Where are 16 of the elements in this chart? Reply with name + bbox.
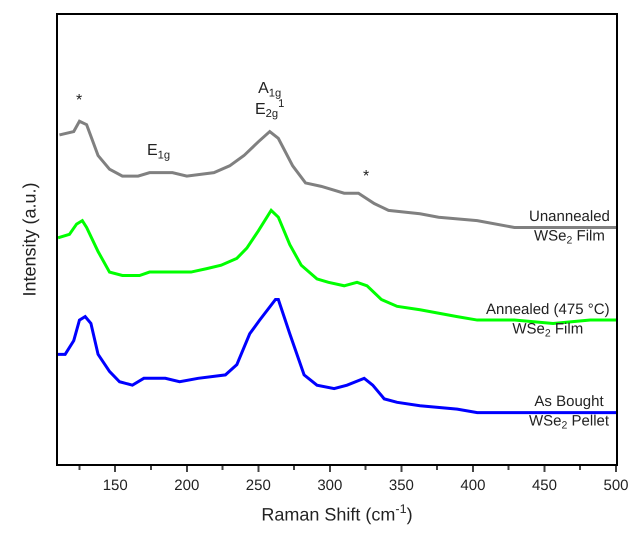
x-tick-label: 400 <box>460 477 486 494</box>
x-axis-title: Raman Shift (cm$^{-1}$) <box>261 502 413 525</box>
x-tick-label: 150 <box>102 477 128 494</box>
x-tick-label: 350 <box>388 477 414 494</box>
x-tick-label: 250 <box>246 477 271 494</box>
annotation: * <box>363 168 370 185</box>
annotation: E$_{1g}$ <box>147 142 170 162</box>
y-axis-title: Intensity (a.u.) <box>20 182 40 297</box>
x-tick-label: 300 <box>317 477 342 494</box>
x-tick-label: 450 <box>532 477 557 494</box>
annotation: * <box>76 92 82 109</box>
series-label: As Bought WSe$_{2}$ Pellet <box>529 393 610 432</box>
x-tick-label: 500 <box>603 477 629 494</box>
series-label: Annealed (475 °C) WSe$_{2}$ Film <box>486 301 610 340</box>
x-tick-label: 200 <box>174 477 200 494</box>
series-label: Unannealed WSe$_{2}$ Film <box>529 208 610 247</box>
